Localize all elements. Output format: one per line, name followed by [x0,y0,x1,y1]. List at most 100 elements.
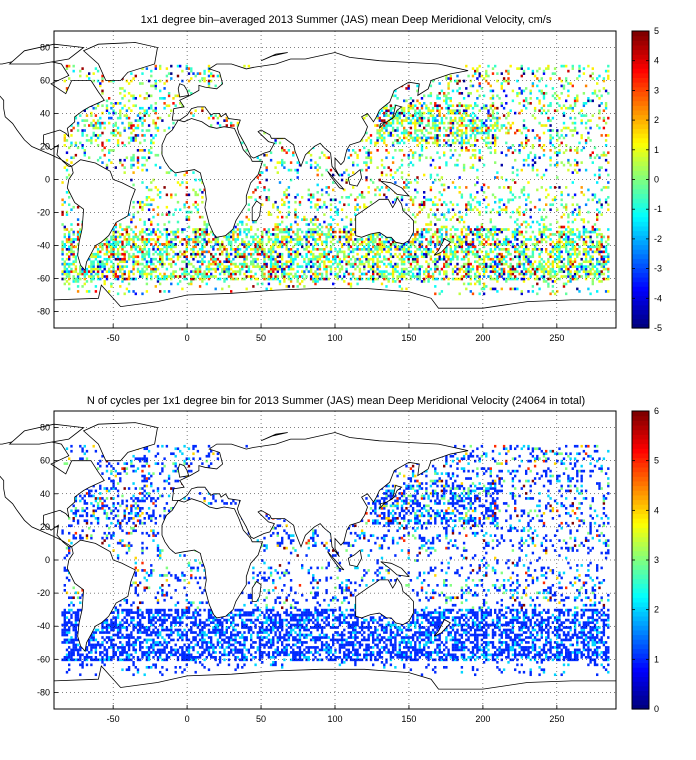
velocity-bin [500,230,503,234]
velocity-bin [232,238,235,241]
velocity-bin [181,260,184,264]
velocity-bin [425,129,428,132]
velocity-bin [385,104,388,108]
velocity-bin [398,116,401,120]
velocity-bin [123,126,126,130]
velocity-bin [272,270,275,273]
velocity-bin [509,240,512,244]
velocity-bin [174,173,177,177]
velocity-bin [531,248,535,251]
velocity-bin [471,131,475,135]
velocity-bin [192,250,195,254]
velocity-bin [462,131,466,135]
velocity-bin [476,176,479,179]
velocity-bin [383,111,386,115]
velocity-bin [591,265,594,268]
velocity-bin [94,121,98,125]
velocity-bin [278,228,282,231]
velocity-bin [405,116,408,120]
velocity-bin [502,262,506,266]
velocity-bin [487,265,490,268]
velocity-bin [598,126,601,130]
velocity-bin [63,243,66,246]
velocity-bin [496,280,499,283]
velocity-bin [325,233,328,236]
velocity-bin [445,262,448,266]
velocity-bin [471,245,475,249]
velocity-bin [141,228,144,231]
velocity-bin [258,158,262,162]
velocity-bin [420,129,424,132]
velocity-bin [580,161,583,164]
velocity-bin [150,277,153,281]
velocity-bin [263,252,266,256]
velocity-bin [507,270,510,273]
velocity-bin [269,277,273,281]
velocity-bin [232,262,235,266]
velocity-bin [232,248,235,251]
velocity-bin [540,176,543,179]
velocity-bin [593,230,597,234]
velocity-bin [465,248,468,251]
velocity-bin [536,282,539,286]
velocity-bin [223,267,226,271]
velocity-bin [529,225,532,229]
velocity-bin [103,282,106,286]
velocity-bin [190,277,193,281]
velocity-bin [465,114,468,117]
velocity-bin [562,136,566,140]
velocity-bin [250,277,253,281]
velocity-bin [372,235,375,239]
velocity-bin [443,134,446,137]
velocity-bin [261,238,264,241]
velocity-bin [427,252,430,256]
velocity-bin [425,156,428,160]
velocity-bin [376,252,379,256]
velocity-bin [558,186,561,189]
velocity-bin [403,272,406,276]
velocity-bin [480,124,484,127]
velocity-bin [179,255,182,259]
velocity-bin [465,149,468,152]
velocity-bin [167,210,171,214]
velocity-bin [500,102,503,105]
velocity-bin [434,243,437,246]
velocity-bin [522,213,526,216]
velocity-bin [505,238,508,241]
velocity-bin [380,245,384,249]
velocity-bin [329,235,333,239]
velocity-bin [474,277,477,281]
velocity-bin [103,126,106,130]
velocity-bin [573,277,577,281]
velocity-bin [276,238,279,241]
velocity-bin [496,290,499,293]
velocity-bin [527,277,530,281]
velocity-bin [538,99,541,103]
velocity-bin [584,277,588,281]
velocity-bin [418,270,421,273]
velocity-bin [456,203,459,207]
velocity-bin [400,149,404,152]
velocity-bin [425,252,428,256]
velocity-bin [509,265,512,268]
velocity-bin [434,260,437,264]
velocity-bin [576,97,579,100]
velocity-bin [458,134,461,137]
velocity-bin [378,265,381,268]
velocity-bin [119,265,122,268]
velocity-bin [449,119,452,122]
velocity-bin [596,267,599,271]
velocity-bin [205,228,208,231]
velocity-bin [538,252,541,256]
velocity-bin [465,228,468,231]
velocity-bin [558,136,561,140]
velocity-bin [458,111,461,115]
velocity-bin [349,277,353,281]
velocity-bin [507,200,510,204]
velocity-bin [241,267,244,271]
velocity-bin [469,290,472,293]
velocity-bin [576,265,579,268]
velocity-bin [99,121,102,125]
velocity-bin [522,146,526,150]
velocity-bin [420,230,424,234]
